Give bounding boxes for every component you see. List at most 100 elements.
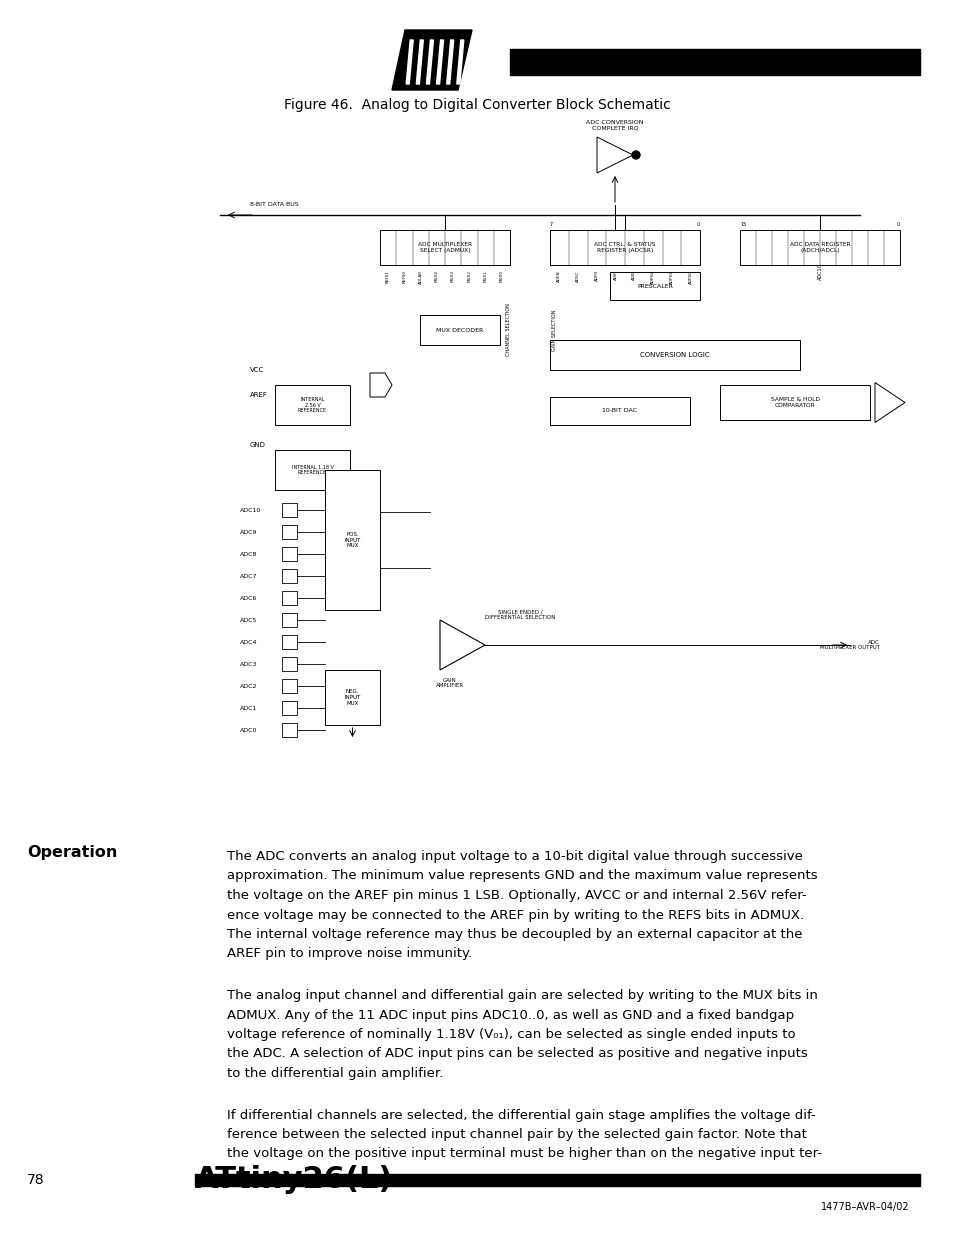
Text: ADPS0: ADPS0 — [688, 270, 692, 284]
Text: ADC5: ADC5 — [240, 618, 257, 622]
Text: ADEN: ADEN — [557, 270, 560, 282]
Polygon shape — [456, 40, 463, 84]
Text: ADMUX. Any of the 11 ADC input pins ADC10..0, as well as GND and a fixed bandgap: ADMUX. Any of the 11 ADC input pins ADC1… — [227, 1009, 793, 1021]
Text: 0: 0 — [896, 222, 899, 227]
Text: ATtiny26(L): ATtiny26(L) — [194, 1166, 393, 1194]
Bar — [379, 230, 510, 266]
Text: 8-BIT DATA BUS: 8-BIT DATA BUS — [250, 203, 298, 207]
Bar — [282, 635, 296, 650]
Text: ADC7: ADC7 — [240, 573, 257, 578]
Text: the ADC. A selection of ADC input pins can be selected as positive and negative : the ADC. A selection of ADC input pins c… — [227, 1047, 807, 1061]
Text: NEG.
INPUT
MUX: NEG. INPUT MUX — [344, 689, 360, 705]
Text: Operation: Operation — [27, 845, 117, 860]
Text: The internal voltage reference may thus be decoupled by an external capacitor at: The internal voltage reference may thus … — [227, 927, 801, 941]
Text: ADFR: ADFR — [595, 270, 598, 282]
Text: MUX4: MUX4 — [435, 270, 438, 282]
Bar — [282, 613, 296, 627]
Bar — [740, 230, 899, 266]
Text: ADPS2: ADPS2 — [651, 270, 655, 284]
Polygon shape — [597, 137, 633, 173]
Text: MUX0: MUX0 — [499, 270, 503, 282]
Text: The analog input channel and differential gain are selected by writing to the MU: The analog input channel and differentia… — [227, 989, 817, 1002]
Polygon shape — [416, 40, 423, 84]
Text: 15: 15 — [740, 222, 745, 227]
Text: to the differential gain amplifier.: to the differential gain amplifier. — [227, 1067, 443, 1079]
Bar — [210, 115, 919, 740]
Bar — [550, 340, 800, 370]
Text: ADPS1: ADPS1 — [669, 270, 673, 284]
Text: INTERNAL 1.18 V
REFERENCE: INTERNAL 1.18 V REFERENCE — [292, 464, 334, 475]
Text: MUX1: MUX1 — [483, 270, 487, 282]
Text: ADC6: ADC6 — [240, 595, 257, 600]
Text: GAIN SELECTION: GAIN SELECTION — [552, 309, 557, 351]
Bar — [282, 722, 296, 737]
Text: Figure 46.  Analog to Digital Converter Block Schematic: Figure 46. Analog to Digital Converter B… — [283, 98, 670, 112]
Text: ADC9: ADC9 — [240, 530, 257, 535]
Text: approximation. The minimum value represents GND and the maximum value represents: approximation. The minimum value represe… — [227, 869, 817, 883]
Text: MUX DECODER: MUX DECODER — [436, 327, 483, 332]
Text: SAMPLE & HOLD
COMPARATOR: SAMPLE & HOLD COMPARATOR — [770, 398, 819, 408]
Text: 10-BIT DAC: 10-BIT DAC — [602, 409, 637, 414]
Bar — [282, 657, 296, 671]
Text: voltage reference of nominally 1.18V (V₀₁), can be selected as single ended inpu: voltage reference of nominally 1.18V (V₀… — [227, 1028, 795, 1041]
Bar — [274, 385, 350, 425]
Text: REFS0: REFS0 — [402, 270, 406, 283]
Text: ADC MULTIPLEXER
SELECT (ADMUX): ADC MULTIPLEXER SELECT (ADMUX) — [417, 242, 472, 253]
Polygon shape — [426, 40, 433, 84]
Bar — [325, 671, 379, 725]
Text: ADC1: ADC1 — [240, 705, 257, 710]
Polygon shape — [446, 40, 454, 84]
Text: ference between the selected input channel pair by the selected gain factor. Not: ference between the selected input chann… — [227, 1128, 806, 1141]
Text: ADC2: ADC2 — [240, 683, 257, 688]
Bar — [550, 396, 689, 425]
Text: CONVERSION LOGIC: CONVERSION LOGIC — [639, 352, 709, 358]
Text: 7: 7 — [550, 222, 553, 227]
Polygon shape — [874, 383, 904, 422]
Polygon shape — [392, 30, 472, 90]
Text: GND: GND — [250, 442, 266, 448]
Text: CHANNEL SELECTION: CHANNEL SELECTION — [505, 304, 510, 357]
Text: If differential channels are selected, the differential gain stage amplifies the: If differential channels are selected, t… — [227, 1109, 815, 1121]
Text: AREF pin to improve noise immunity.: AREF pin to improve noise immunity. — [227, 947, 472, 961]
Text: POS.
INPUT
MUX: POS. INPUT MUX — [344, 532, 360, 548]
Text: SINGLE ENDED /
DIFFERENTIAL SELECTION: SINGLE ENDED / DIFFERENTIAL SELECTION — [484, 610, 555, 620]
Text: ADC10: ADC10 — [817, 263, 821, 280]
Text: PRESCALER: PRESCALER — [637, 284, 672, 289]
Text: ADC DATA REGISTER
(ADCH/ADCL): ADC DATA REGISTER (ADCH/ADCL) — [789, 242, 849, 253]
Text: ADSC: ADSC — [576, 270, 579, 282]
Bar — [282, 679, 296, 693]
Text: MUX2: MUX2 — [467, 270, 471, 282]
Bar — [282, 547, 296, 561]
Text: GAIN
AMPLIFIER: GAIN AMPLIFIER — [436, 678, 463, 688]
Text: MUX3: MUX3 — [451, 270, 455, 282]
Polygon shape — [439, 620, 484, 671]
Text: ADC10: ADC10 — [240, 508, 261, 513]
Polygon shape — [406, 40, 413, 84]
Text: 78: 78 — [27, 1173, 45, 1187]
Text: INTERNAL
2.56 V
REFERENCE: INTERNAL 2.56 V REFERENCE — [297, 396, 327, 414]
Text: ADC3: ADC3 — [240, 662, 257, 667]
Text: ADIF: ADIF — [613, 270, 617, 279]
Text: ADIE: ADIE — [632, 270, 636, 280]
Text: 1477B–AVR–04/02: 1477B–AVR–04/02 — [821, 1202, 909, 1212]
Circle shape — [631, 151, 639, 159]
Bar — [282, 569, 296, 583]
Bar — [282, 592, 296, 605]
Polygon shape — [370, 373, 392, 396]
Text: ADC4: ADC4 — [240, 640, 257, 645]
Polygon shape — [436, 40, 443, 84]
Bar — [325, 471, 379, 610]
Bar — [720, 385, 869, 420]
Text: VCC: VCC — [250, 367, 264, 373]
Text: ADC0: ADC0 — [240, 727, 257, 732]
Text: ADC CONVERSION
COMPLETE IRQ: ADC CONVERSION COMPLETE IRQ — [586, 120, 643, 131]
Text: AREF: AREF — [250, 391, 268, 398]
Text: ADC
MULTIPLEXER OUTPUT: ADC MULTIPLEXER OUTPUT — [820, 640, 879, 651]
Text: The ADC converts an analog input voltage to a 10-bit digital value through succe: The ADC converts an analog input voltage… — [227, 850, 802, 863]
Text: 0: 0 — [696, 222, 700, 227]
Text: REFS1: REFS1 — [386, 270, 390, 283]
Bar — [419, 315, 499, 345]
Bar — [550, 230, 700, 266]
Bar — [282, 503, 296, 517]
Text: ADLAR: ADLAR — [418, 270, 422, 284]
